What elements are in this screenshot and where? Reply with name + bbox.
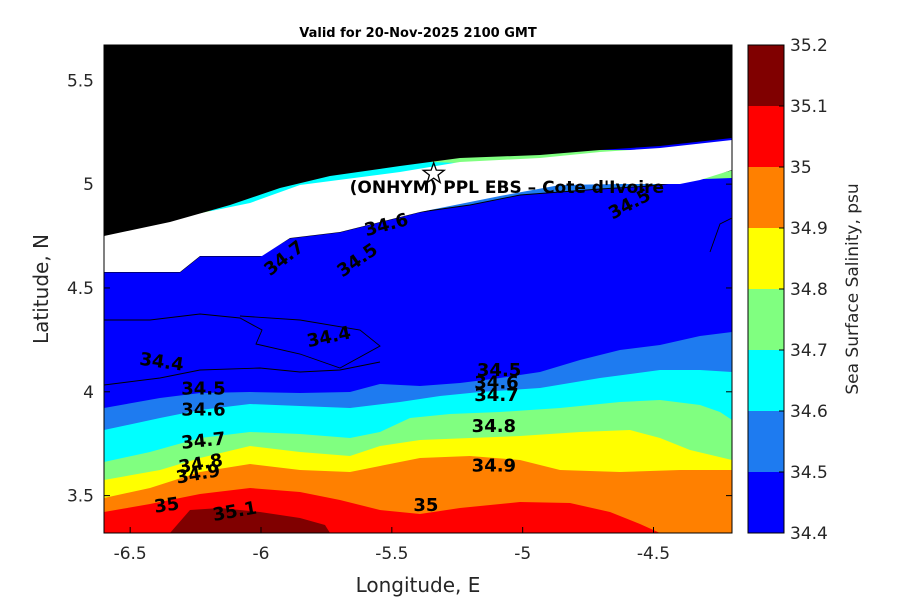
colorbar-swatch bbox=[748, 472, 784, 533]
contour-label: 34.8 bbox=[472, 416, 516, 437]
x-tick-label: -5.5 bbox=[375, 544, 408, 564]
colorbar-swatch bbox=[748, 289, 784, 350]
colorbar: 34.4 34.5 34.6 34.7 34.8 34.9 35 35.1 35.2 bbox=[747, 36, 828, 544]
colorbar-tick-label: 35.2 bbox=[790, 36, 828, 56]
contour-label: 35 bbox=[413, 495, 438, 516]
colorbar-tick-label: 34.4 bbox=[790, 524, 828, 544]
colorbar-tick-label: 35 bbox=[790, 158, 812, 178]
coastal-white-strip bbox=[104, 140, 732, 272]
site-star-marker bbox=[421, 160, 447, 185]
colorbar-label: Sea Surface Salinity, psu bbox=[843, 183, 863, 394]
contour-label: 34.5 bbox=[477, 360, 521, 381]
colorbar-swatch bbox=[748, 228, 784, 289]
y-tick-label: 5 bbox=[83, 175, 94, 195]
y-tick-label: 4.5 bbox=[67, 279, 94, 299]
colorbar-tick-label: 34.9 bbox=[790, 219, 828, 239]
band-35.1-south bbox=[170, 508, 330, 533]
colorbar-swatch bbox=[748, 45, 784, 106]
contour-label: 34.6 bbox=[474, 372, 518, 393]
contour-label: 34.5 bbox=[181, 379, 225, 400]
colorbar-swatch bbox=[748, 106, 784, 167]
chart-title: Valid for 20-Nov-2025 2100 GMT bbox=[299, 26, 537, 41]
y-axis-label: Latitude, N bbox=[29, 234, 53, 344]
colorbar-tick-label: 35.1 bbox=[790, 97, 828, 117]
colorbar-swatch bbox=[748, 350, 784, 411]
contour-label: 34.6 bbox=[181, 399, 225, 420]
colorbar-tick-label: 34.6 bbox=[790, 402, 828, 422]
contour-label: 34.9 bbox=[472, 456, 516, 477]
colorbar-tick-label: 34.7 bbox=[790, 341, 828, 361]
colorbar-tick-label: 34.5 bbox=[790, 463, 828, 483]
colorbar-tick-label: 34.8 bbox=[790, 280, 828, 300]
colorbar-swatch bbox=[748, 411, 784, 472]
plot-area bbox=[104, 45, 732, 533]
site-overlay-label: (ONHYM) PPL EBS – Cote d'Ivoire bbox=[350, 178, 664, 198]
colorbar-swatch bbox=[748, 167, 784, 228]
land-mask bbox=[104, 45, 732, 236]
y-tick-label: 4 bbox=[83, 383, 94, 403]
star-marker-layer bbox=[421, 160, 447, 185]
y-tick-label: 3.5 bbox=[67, 487, 94, 507]
x-tick-label: -5 bbox=[514, 544, 531, 564]
y-tick-label: 5.5 bbox=[67, 71, 94, 91]
x-axis-label: Longitude, E bbox=[356, 573, 481, 597]
x-axis-ticks: -6.5 -6 -5.5 -5 -4.5 bbox=[114, 45, 670, 564]
contour-label: 35 bbox=[153, 493, 181, 517]
x-tick-label: -4.5 bbox=[637, 544, 670, 564]
plot-frame bbox=[103, 44, 733, 534]
contour-label: 34.7 bbox=[180, 428, 226, 454]
x-tick-label: -6 bbox=[253, 544, 270, 564]
contour-label: 34.7 bbox=[474, 385, 518, 406]
y-axis-ticks: 3.5 4 4.5 5 5.5 bbox=[67, 71, 732, 507]
x-tick-label: -6.5 bbox=[114, 544, 147, 564]
